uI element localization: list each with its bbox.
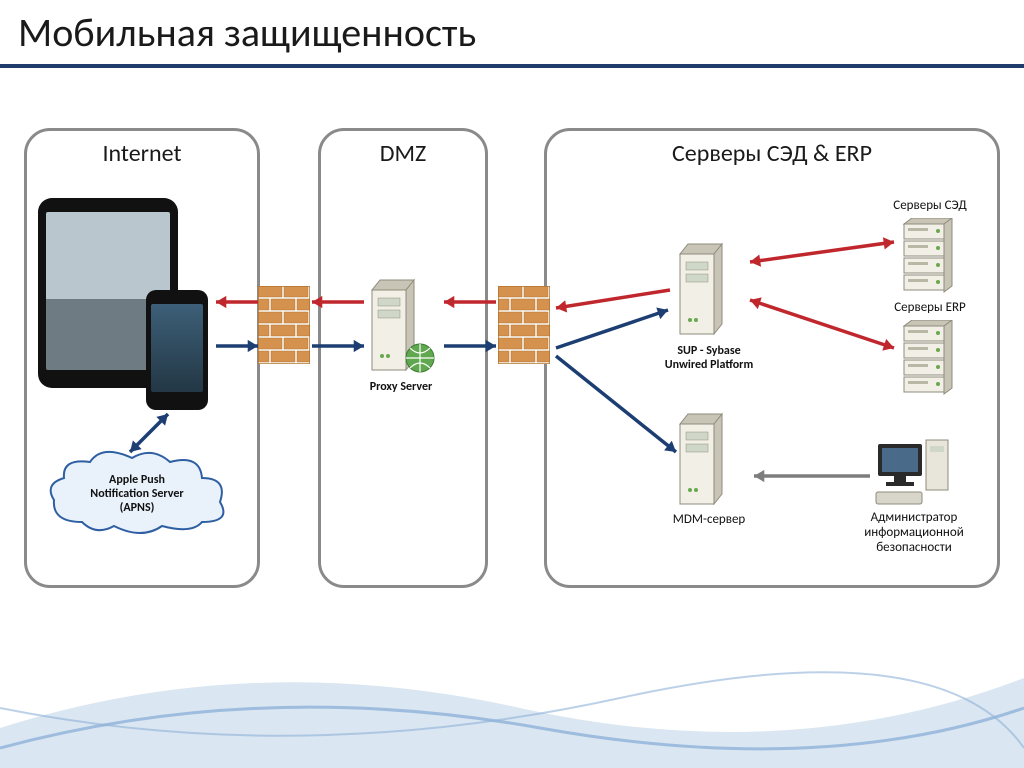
sup-server-label: SUP - Sybase Unwired Platform	[639, 344, 779, 372]
server-stack-erp-label: Серверы ERP	[870, 300, 990, 315]
sup-server-icon	[674, 240, 744, 340]
cloud-label-2: Notification Server	[42, 488, 232, 502]
cloud-apns: Apple Push Notification Server (APNS)	[42, 448, 232, 543]
admin-label-3: безопасности	[844, 540, 984, 555]
firewall-icon	[258, 286, 310, 364]
server-stack-erp-icon	[900, 320, 956, 398]
admin-label: Администратор информационной безопасност…	[844, 510, 984, 555]
cloud-label-3: (APNS)	[42, 502, 232, 516]
sup-label-2: Unwired Platform	[639, 358, 779, 372]
iphone-icon	[146, 290, 208, 410]
zone-servers-label: Серверы СЭД & ERP	[547, 139, 997, 168]
mdm-server-icon	[674, 410, 744, 510]
firewall-icon	[498, 286, 550, 364]
server-stack-sed-icon	[900, 218, 956, 296]
zone-internet-label: Internet	[27, 139, 257, 168]
sup-label-1: SUP - Sybase	[639, 344, 779, 358]
zone-dmz-label: DMZ	[321, 139, 485, 168]
admin-label-2: информационной	[844, 525, 984, 540]
admin-label-1: Администратор	[844, 510, 984, 525]
decorative-swoosh	[0, 588, 1024, 768]
proxy-server-icon	[366, 276, 436, 376]
slide-title: Мобильная защищенность	[18, 8, 476, 57]
title-underline	[0, 64, 1024, 68]
proxy-server-label: Proxy Server	[346, 380, 456, 394]
cloud-label-1: Apple Push	[42, 474, 232, 488]
admin-workstation-icon	[874, 438, 954, 508]
mdm-server-label: MDM-сервер	[654, 512, 764, 527]
server-stack-sed-label: Серверы СЭД	[870, 198, 990, 213]
